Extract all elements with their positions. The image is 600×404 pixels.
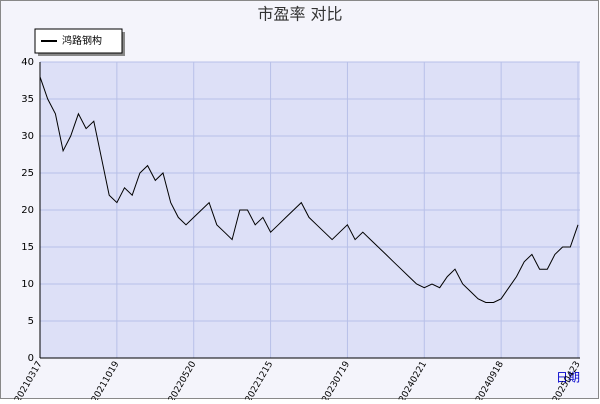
y-tick-label: 15 [21,242,34,253]
chart-title: 市盈率 对比 [257,5,342,24]
y-tick-label: 30 [21,131,34,142]
y-tick-label: 35 [21,94,34,105]
x-axis-label: 日期 [556,371,580,385]
y-tick-label: 20 [21,205,34,216]
y-tick-label: 10 [21,279,34,290]
y-tick-label: 40 [21,57,34,68]
y-tick-label: 0 [28,353,34,364]
y-tick-label: 5 [28,316,34,327]
legend-label: 鸿路钢构 [62,34,102,47]
y-tick-label: 25 [21,168,34,179]
line-series [39,76,579,303]
legend [34,28,123,54]
